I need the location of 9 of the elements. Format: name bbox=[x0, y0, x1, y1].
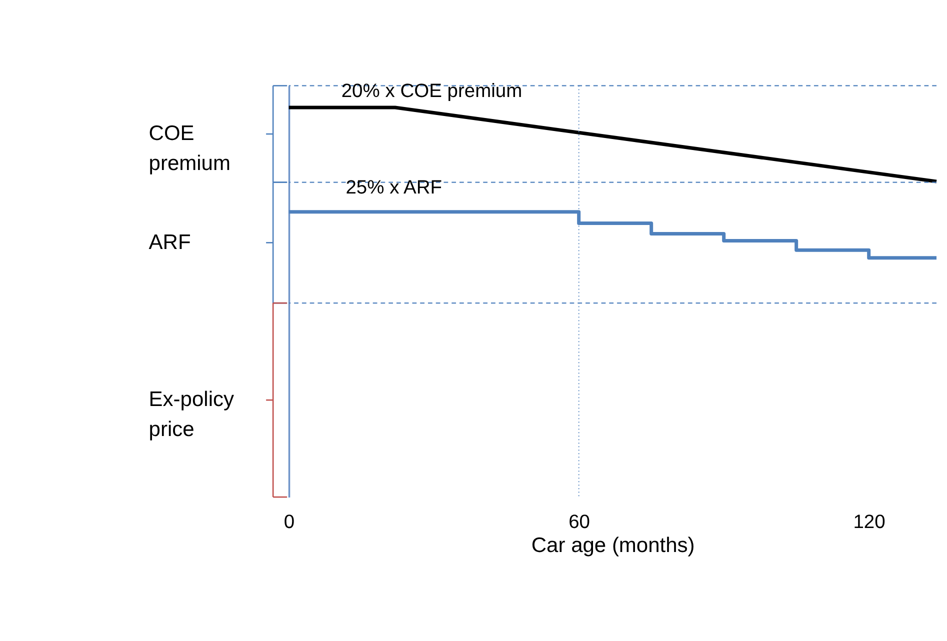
x-axis-title: Car age (months) bbox=[531, 534, 695, 557]
x-tick-label: 120 bbox=[853, 512, 886, 534]
annotation: 25% x ARF bbox=[346, 178, 442, 199]
text: 20% x COE premium bbox=[341, 81, 522, 102]
text: ARF bbox=[148, 230, 191, 254]
x-tick-label: 60 bbox=[568, 512, 590, 534]
x-tick-label: 0 bbox=[284, 512, 295, 534]
text: COE premium bbox=[148, 122, 230, 175]
text: Ex-policy price bbox=[148, 388, 234, 441]
